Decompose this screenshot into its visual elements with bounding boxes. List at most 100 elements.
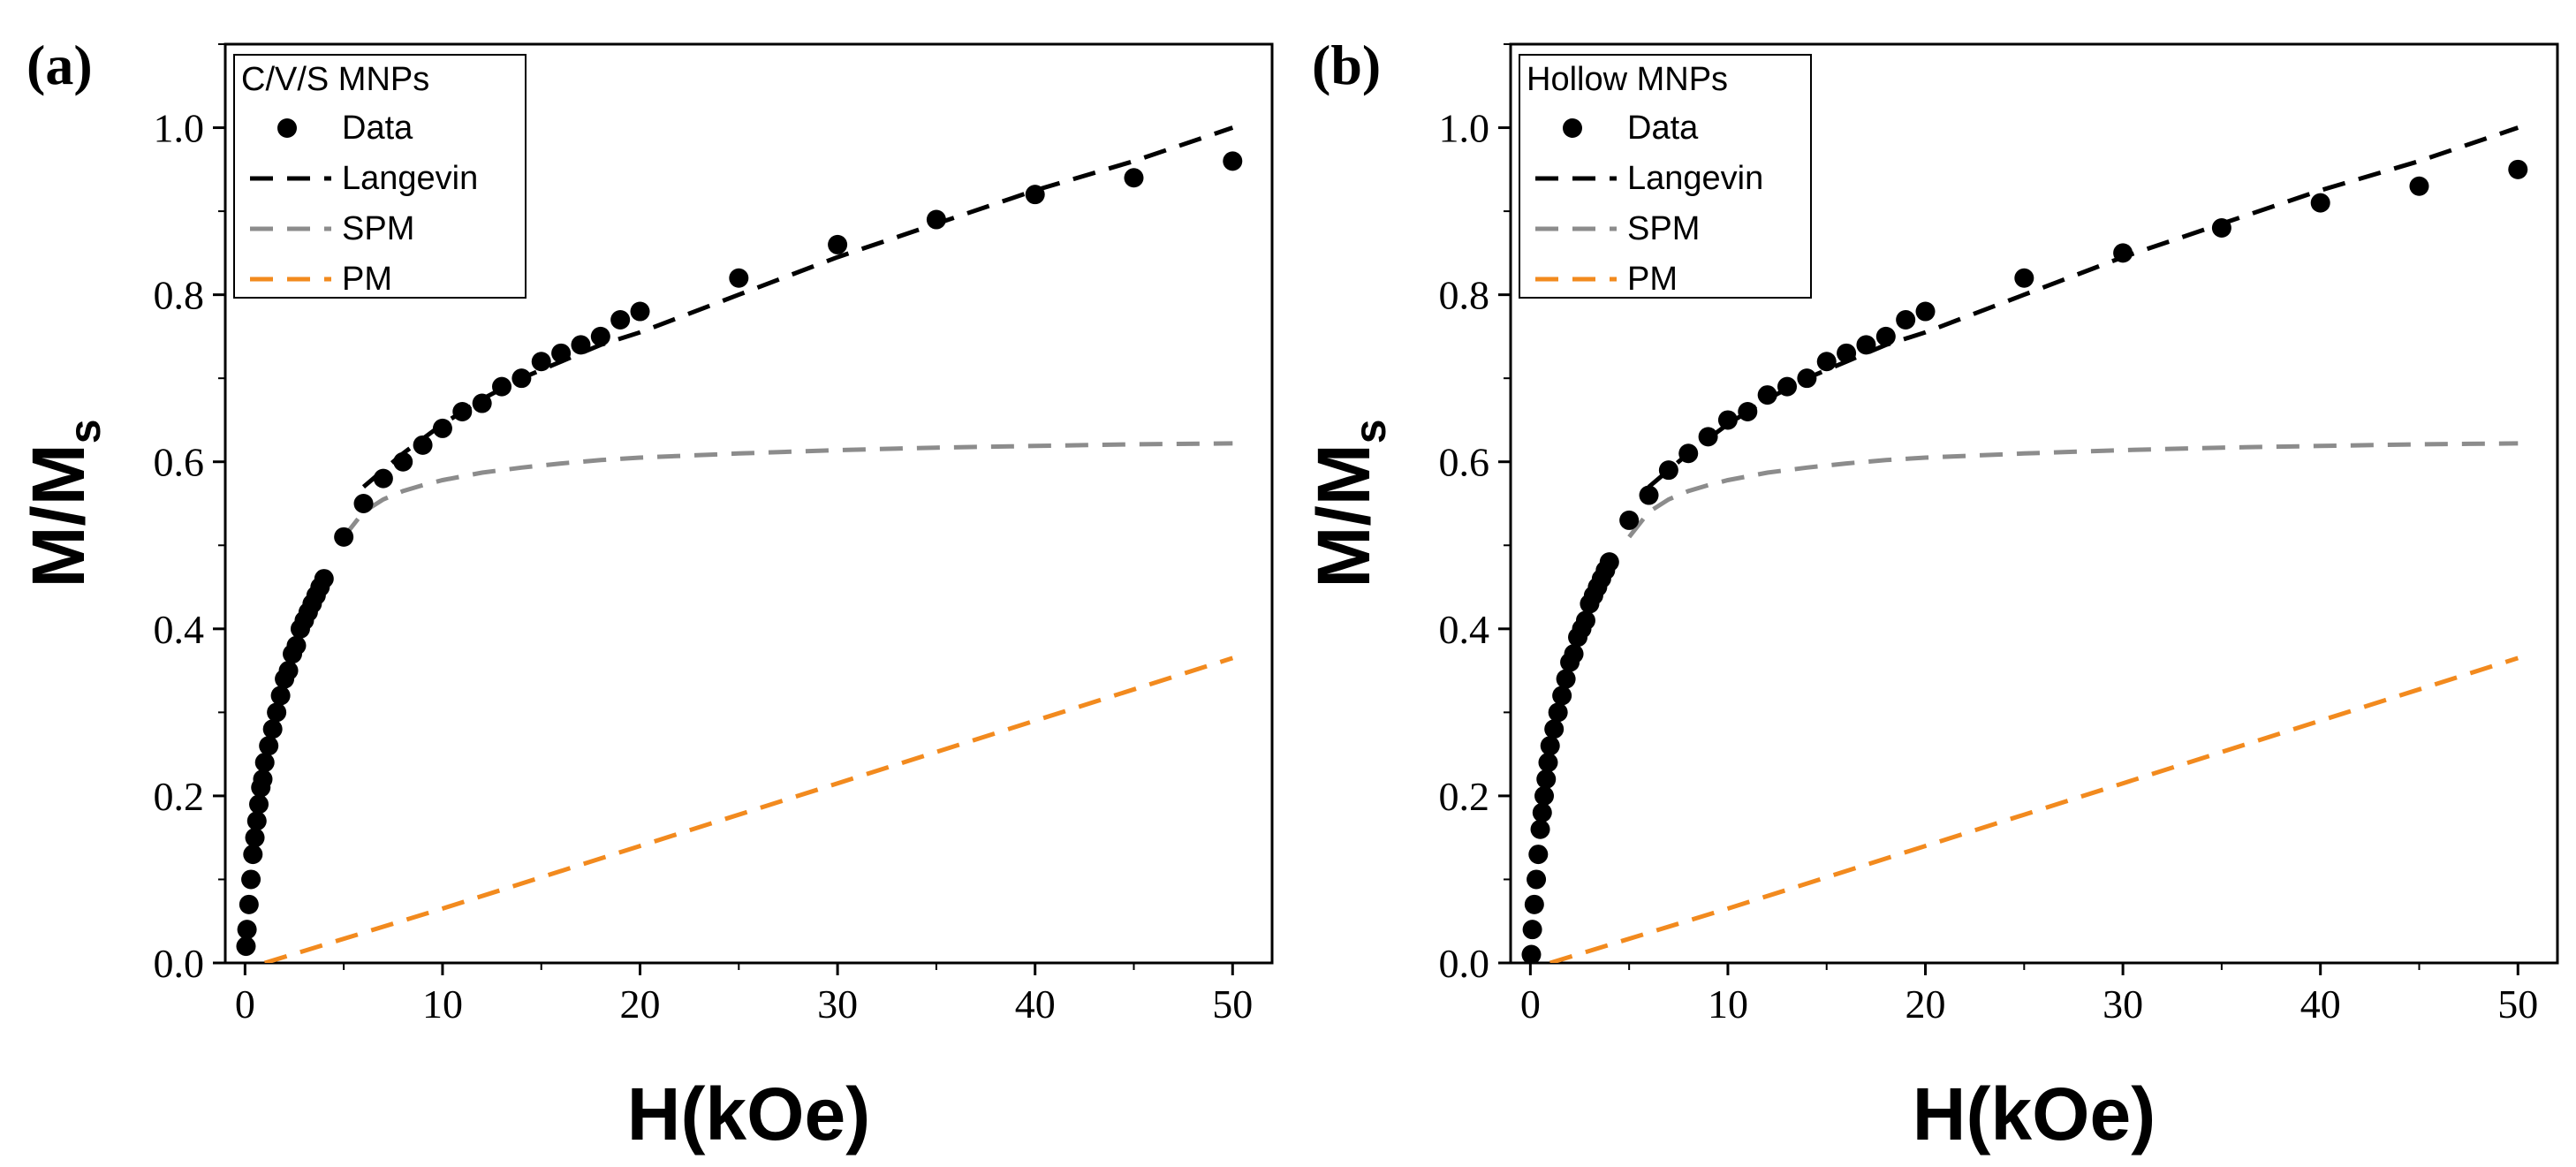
data-point xyxy=(1522,920,1542,940)
panel-label: (b) xyxy=(1312,34,1381,96)
data-point xyxy=(1530,819,1550,839)
legend: C/V/S MNPs Data Langevin SPM PM xyxy=(233,54,527,299)
y-axis-title: M/Ms xyxy=(17,419,110,587)
y-tick-label: 0.8 xyxy=(1439,273,1490,318)
plot-frame xyxy=(224,42,1274,965)
data-point xyxy=(253,769,273,789)
chart-panel-a: (a) 0 10 20 30 40 50 0.0 0.2 0.4 0.6 0.8 1.0 H(kOe) M/… xyxy=(17,34,1274,1156)
data-point xyxy=(334,527,354,547)
data-point xyxy=(1837,343,1857,363)
data-point xyxy=(254,753,275,773)
data-point xyxy=(1717,410,1738,430)
x-tick-label: 40 xyxy=(1015,981,1056,1027)
data-point xyxy=(243,845,263,865)
data-point xyxy=(1757,385,1777,405)
data-point xyxy=(828,234,848,254)
data-point xyxy=(1678,443,1699,464)
data-point xyxy=(926,209,946,230)
y-tick-label: 0.0 xyxy=(154,941,205,986)
x-tick-label: 10 xyxy=(422,981,463,1027)
series-spm-line xyxy=(1627,441,2519,539)
x-axis-title: H(kOe) xyxy=(627,1072,870,1156)
data-point xyxy=(1915,301,1936,322)
data-point xyxy=(278,661,299,681)
data-point xyxy=(2508,159,2528,179)
x-tick-label: 0 xyxy=(1520,981,1541,1027)
legend-label-langevin: Langevin xyxy=(1627,160,1763,197)
x-tick-label: 50 xyxy=(2497,981,2538,1027)
data-point xyxy=(2014,268,2034,288)
data-point xyxy=(1536,769,1557,789)
legend-label-data: Data xyxy=(1627,110,1699,147)
data-point xyxy=(236,936,256,957)
data-point xyxy=(1875,326,1896,346)
x-tick-label: 30 xyxy=(817,981,858,1027)
data-point xyxy=(2409,176,2429,196)
data-point xyxy=(729,268,749,288)
data-point xyxy=(1025,185,1045,205)
data-point xyxy=(353,494,374,513)
data-point xyxy=(286,635,307,655)
x-tick-label: 10 xyxy=(1708,981,1748,1027)
data-point xyxy=(249,794,269,815)
data-point xyxy=(1124,168,1144,188)
data-point xyxy=(1575,610,1595,631)
data-point xyxy=(630,301,650,322)
plot-area xyxy=(236,125,1243,963)
series-pm-line xyxy=(1549,655,2519,963)
plot-area xyxy=(1521,125,2528,963)
data-point xyxy=(492,376,512,397)
y-tick-label: 0.0 xyxy=(1439,941,1490,986)
legend-box xyxy=(1519,54,1812,299)
data-point xyxy=(2211,218,2231,238)
data-point xyxy=(1639,485,1659,505)
data-point xyxy=(1797,368,1817,389)
y-tick-label: 0.4 xyxy=(154,607,205,652)
data-point xyxy=(472,393,492,413)
data-point xyxy=(1896,310,1916,330)
y-tick-label: 1.0 xyxy=(1439,106,1490,151)
data-point xyxy=(1556,669,1576,689)
y-tick-label: 0.6 xyxy=(1439,440,1490,485)
x-axis-title: H(kOe) xyxy=(1913,1072,2156,1156)
data-point xyxy=(1528,845,1549,865)
data-point xyxy=(314,569,334,589)
y-tick-label: 1.0 xyxy=(154,106,205,151)
data-point xyxy=(1540,736,1560,756)
data-point xyxy=(1738,402,1758,421)
data-point xyxy=(246,811,267,831)
data-point xyxy=(393,451,413,472)
data-point xyxy=(1223,151,1243,171)
data-point xyxy=(1599,552,1619,572)
chart-panel-b: (b) 0 10 20 30 40 50 0.0 0.2 0.4 0.6 0.8 1.0 H(kOe) M/… xyxy=(1302,34,2559,1156)
legend-label-spm: SPM xyxy=(1627,210,1700,247)
data-point xyxy=(1538,753,1558,773)
data-point xyxy=(1521,944,1542,963)
data-point xyxy=(1532,802,1552,822)
data-point xyxy=(1548,702,1568,723)
legend-label-pm: PM xyxy=(1627,261,1678,298)
y-axis-title: M/Ms xyxy=(1302,419,1395,587)
data-point xyxy=(241,869,261,890)
x-tick-label: 20 xyxy=(1905,981,1946,1027)
data-point xyxy=(1527,869,1547,890)
data-point xyxy=(2113,243,2133,263)
x-tick-label: 30 xyxy=(2102,981,2143,1027)
y-tick-label: 0.8 xyxy=(154,273,205,318)
data-point xyxy=(1544,719,1565,739)
series-langevin-line xyxy=(361,125,1234,489)
data-point xyxy=(270,686,291,706)
y-tick-label: 0.2 xyxy=(154,774,205,819)
legend-title: Hollow MNPs xyxy=(1527,61,1728,98)
data-point xyxy=(262,719,283,739)
y-tick-label: 0.4 xyxy=(1439,607,1490,652)
data-point xyxy=(239,894,259,914)
data-point xyxy=(413,435,433,455)
data-point xyxy=(571,335,591,355)
series-pm-line xyxy=(263,655,1234,963)
data-point xyxy=(1524,894,1544,914)
x-tick-label: 20 xyxy=(620,981,661,1027)
series-spm-line xyxy=(342,441,1233,539)
data-point xyxy=(245,828,265,848)
data-point xyxy=(2310,193,2330,213)
